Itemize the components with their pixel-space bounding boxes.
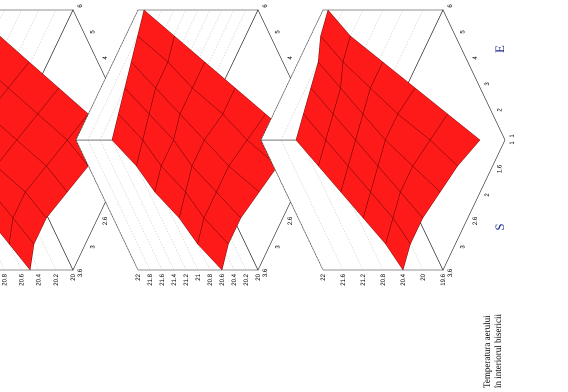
e-tick-label: 5	[460, 30, 466, 34]
s-axis-label: S	[492, 223, 507, 230]
e-tick-label: 5	[90, 30, 96, 34]
surface-patch	[429, 113, 481, 167]
z-tick-label: 22	[321, 273, 327, 280]
z-tick-label: 20.8	[2, 273, 8, 285]
e-tick-label: 3	[485, 82, 491, 86]
z-tick-label: 20	[256, 273, 262, 280]
surface-plot-1: 2020.220.420.620.82121.221.411.622.633.6…	[0, 4, 146, 286]
e-tick-label: 4	[288, 56, 294, 60]
z-tick-label: 20.6	[20, 273, 26, 285]
e-tick-label: 4	[103, 56, 109, 60]
z-tick-label: 21	[196, 273, 202, 280]
s-tick-label: 2.6	[473, 216, 479, 225]
caption: Temperatura aerului în interiorul biseri…	[482, 314, 503, 389]
e-axis-label: E	[492, 45, 507, 53]
s-tick-label: 2	[485, 193, 491, 197]
e-tick-label: 4	[473, 56, 479, 60]
s-tick-label: 3.6	[263, 268, 269, 277]
surface-plot-2: 2020.220.420.620.82121.221.421.621.82211…	[75, 4, 331, 286]
z-tick-label: 21.6	[160, 273, 166, 285]
z-tick-label: 21.8	[148, 273, 154, 285]
s-tick-label: 2.6	[103, 216, 109, 225]
z-gridline	[87, 9, 151, 271]
z-tick-label: 20.8	[208, 273, 214, 285]
caption-line-1: Temperatura aerului	[482, 315, 492, 388]
s-tick-label: 1	[510, 141, 516, 145]
z-tick-label: 20.4	[37, 273, 43, 285]
z-tick-label: 20.2	[244, 273, 250, 285]
plot-body: 2020.220.420.620.82121.221.411.622.633.6…	[0, 4, 146, 286]
z-tick-label: 20.8	[381, 273, 387, 285]
z-tick-label: 21.2	[361, 273, 367, 285]
z-tick-label: 20.4	[401, 273, 407, 285]
s-tick-label: 3	[460, 245, 466, 249]
z-tick-label: 21.6	[341, 273, 347, 285]
e-tick-label: 6	[448, 4, 454, 8]
e-tick-label: 5	[275, 30, 281, 34]
plot-body: 19.6 20 20.4 20.8 21.2 21.6 22 1 1.6 2 2.6 3 3.6 1 2 3 4…	[260, 4, 516, 286]
e-tick-label: 2	[498, 108, 504, 112]
z-tick-label: 22	[136, 273, 142, 280]
e-tick-label: 1	[510, 134, 516, 138]
z-tick-label: 21.4	[172, 273, 178, 285]
surface-plot-3: 19.6 20 20.4 20.8 21.2 21.6 22 1 1.6 2 2.6 3 3.6 1 2 3 4…	[260, 4, 516, 286]
z-tick-label: 20.2	[54, 273, 60, 285]
s-tick-label: 3.6	[78, 268, 84, 277]
s-tick-label: 2.6	[288, 216, 294, 225]
e-tick-label: 6	[263, 4, 269, 8]
z-tick-label: 20.4	[232, 273, 238, 285]
s-tick-label: 3	[90, 245, 96, 249]
s-tick-label: 3	[275, 245, 281, 249]
z-tick-label: 21.2	[184, 273, 190, 285]
s-tick-label: 3.6	[448, 268, 454, 277]
z-tick-label: 19.6	[441, 273, 447, 285]
z-tick-label: 20.6	[220, 273, 226, 285]
s-tick-label: 1.6	[498, 164, 504, 173]
caption-line-2: în interiorul bisericii	[493, 314, 503, 389]
z-gridline	[260, 9, 324, 271]
z-gridline	[75, 9, 139, 271]
plot-body: 2020.220.420.620.82121.221.421.621.82211…	[75, 4, 331, 286]
e-tick-label: 6	[78, 4, 84, 8]
z-tick-label: 20	[421, 273, 427, 280]
z-tick-label: 20	[71, 273, 77, 280]
